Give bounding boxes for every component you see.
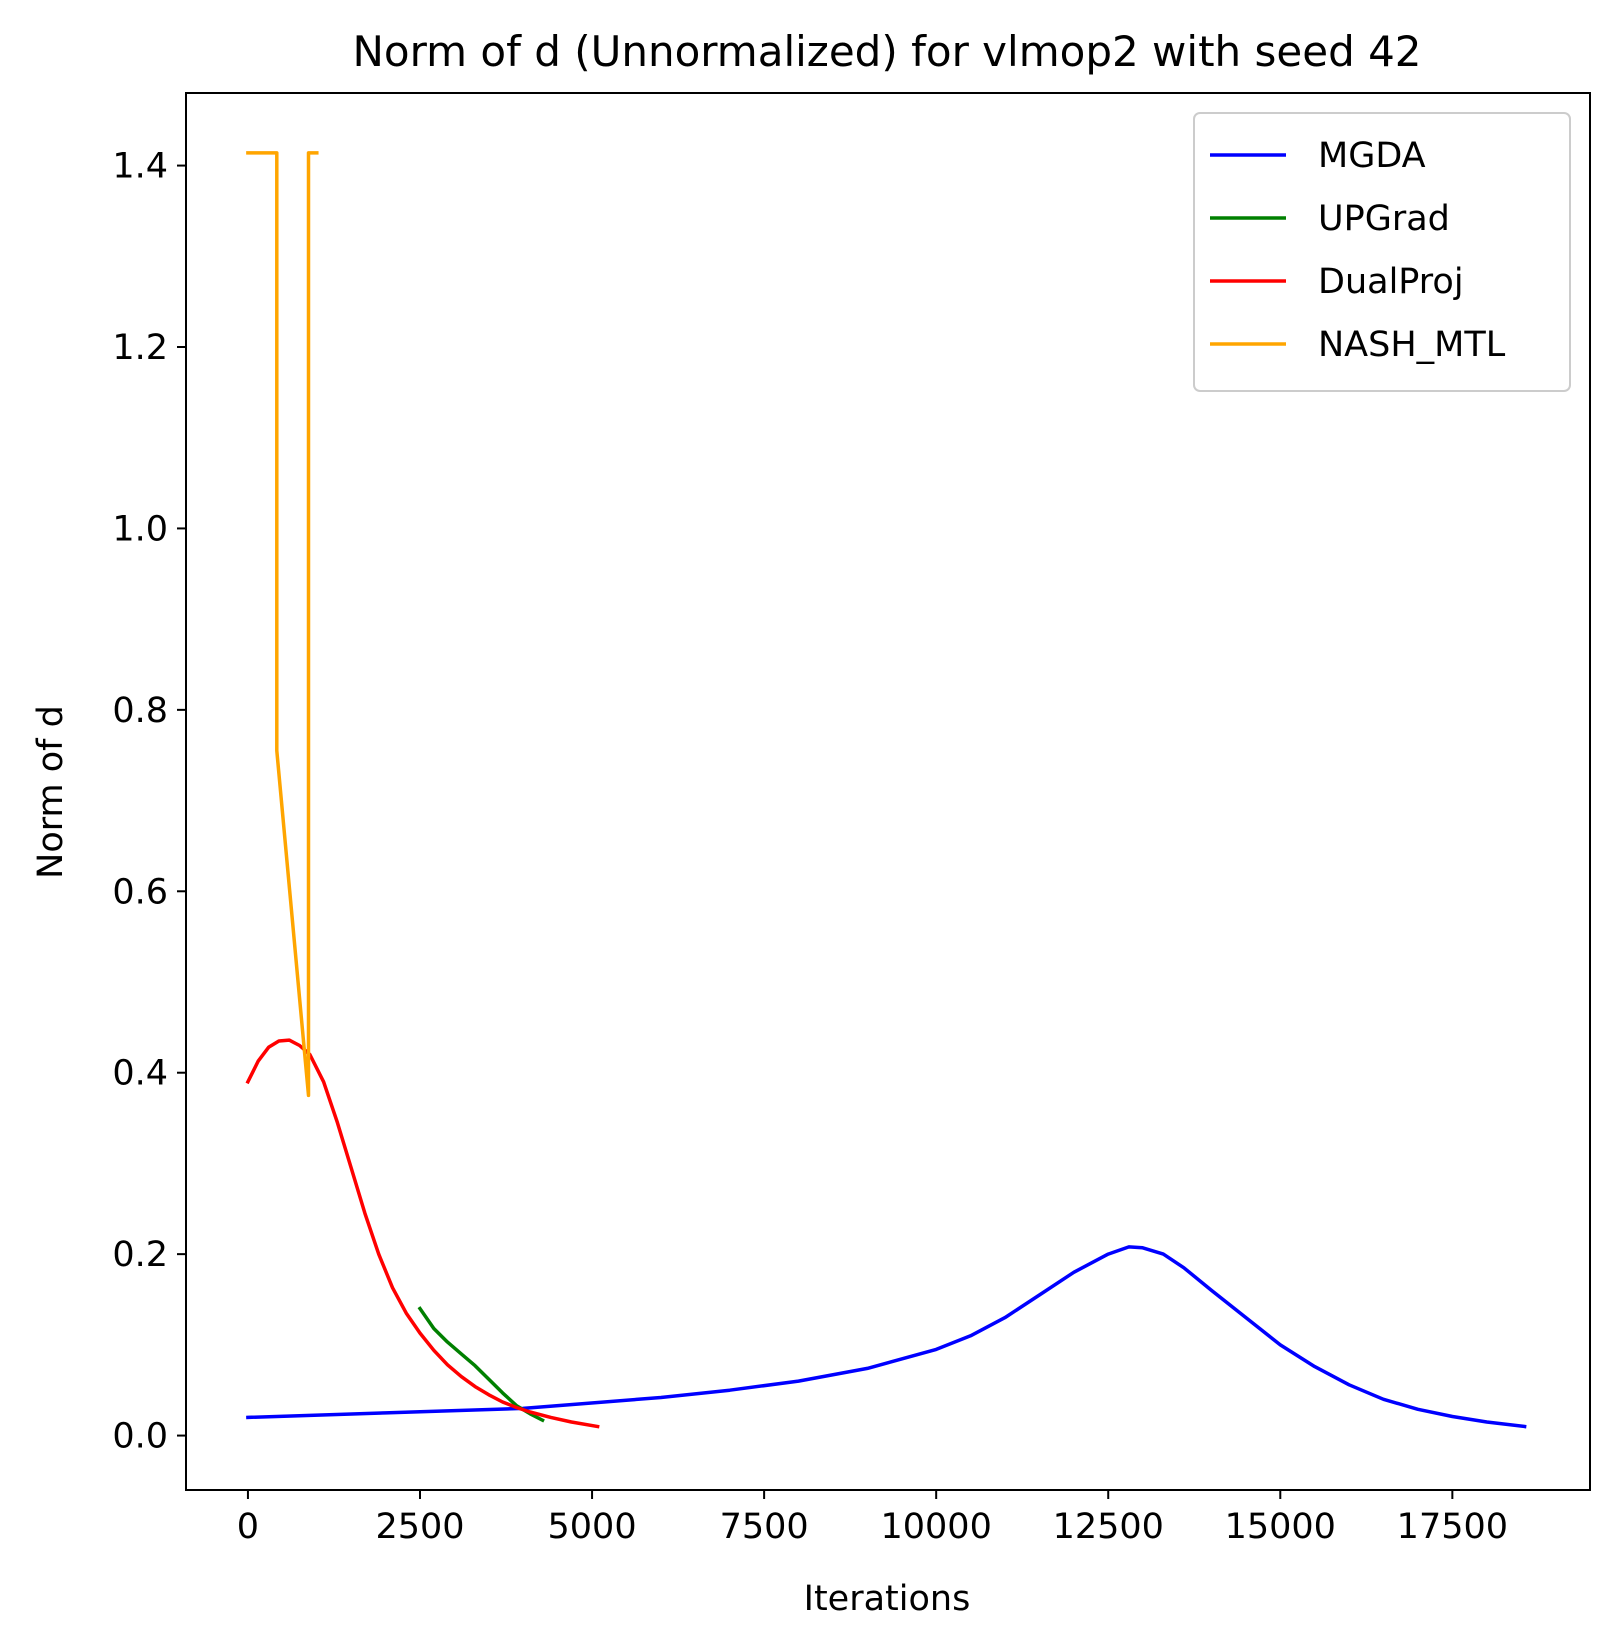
x-tick-label: 7500 bbox=[720, 1507, 809, 1547]
y-axis-label: Norm of d bbox=[31, 705, 71, 879]
series-line-mgda bbox=[246, 1245, 1527, 1429]
legend-box bbox=[1193, 112, 1571, 392]
y-tick-label: 1.4 bbox=[112, 147, 168, 187]
x-tick-label: 12500 bbox=[1053, 1507, 1164, 1547]
y-tick-label: 1.2 bbox=[112, 328, 168, 368]
x-tick-label: 0 bbox=[237, 1507, 259, 1547]
x-axis: 0 2500 5000 7500 10000 12500 15000 17500 bbox=[237, 1490, 1508, 1547]
legend: MGDA UPGrad DualProj NASH_MTL bbox=[1193, 112, 1571, 392]
y-axis: 0.0 0.2 0.4 0.6 0.8 1.0 1.2 1.4 bbox=[112, 147, 186, 1457]
series-line-nash-mtl bbox=[246, 151, 319, 1098]
x-tick-label: 10000 bbox=[881, 1507, 992, 1547]
x-tick-label: 15000 bbox=[1225, 1507, 1336, 1547]
series-line-dualproj bbox=[245, 1038, 600, 1429]
y-tick-label: 0.6 bbox=[112, 872, 168, 912]
x-tick-label: 17500 bbox=[1397, 1507, 1508, 1547]
legend-label-dualproj: DualProj bbox=[1318, 262, 1464, 302]
y-tick-label: 0.0 bbox=[112, 1417, 168, 1457]
plot-area bbox=[185, 92, 1591, 1491]
legend-label-mgda: MGDA bbox=[1318, 136, 1426, 176]
x-tick-label: 2500 bbox=[375, 1507, 464, 1547]
legend-label-nash-mtl: NASH_MTL bbox=[1318, 325, 1506, 365]
y-tick-label: 1.0 bbox=[112, 509, 168, 549]
y-tick-label: 0.4 bbox=[112, 1054, 168, 1094]
x-tick-label: 5000 bbox=[548, 1507, 637, 1547]
y-tick-label: 0.2 bbox=[112, 1235, 168, 1275]
series-lines bbox=[245, 151, 1527, 1429]
legend-label-upgrad: UPGrad bbox=[1318, 199, 1450, 239]
x-axis-label: Iterations bbox=[804, 1579, 971, 1619]
chart-title: Norm of d (Unnormalized) for vlmop2 with… bbox=[352, 27, 1421, 76]
axes-frame bbox=[185, 92, 1591, 1491]
y-tick-label: 0.8 bbox=[112, 691, 168, 731]
